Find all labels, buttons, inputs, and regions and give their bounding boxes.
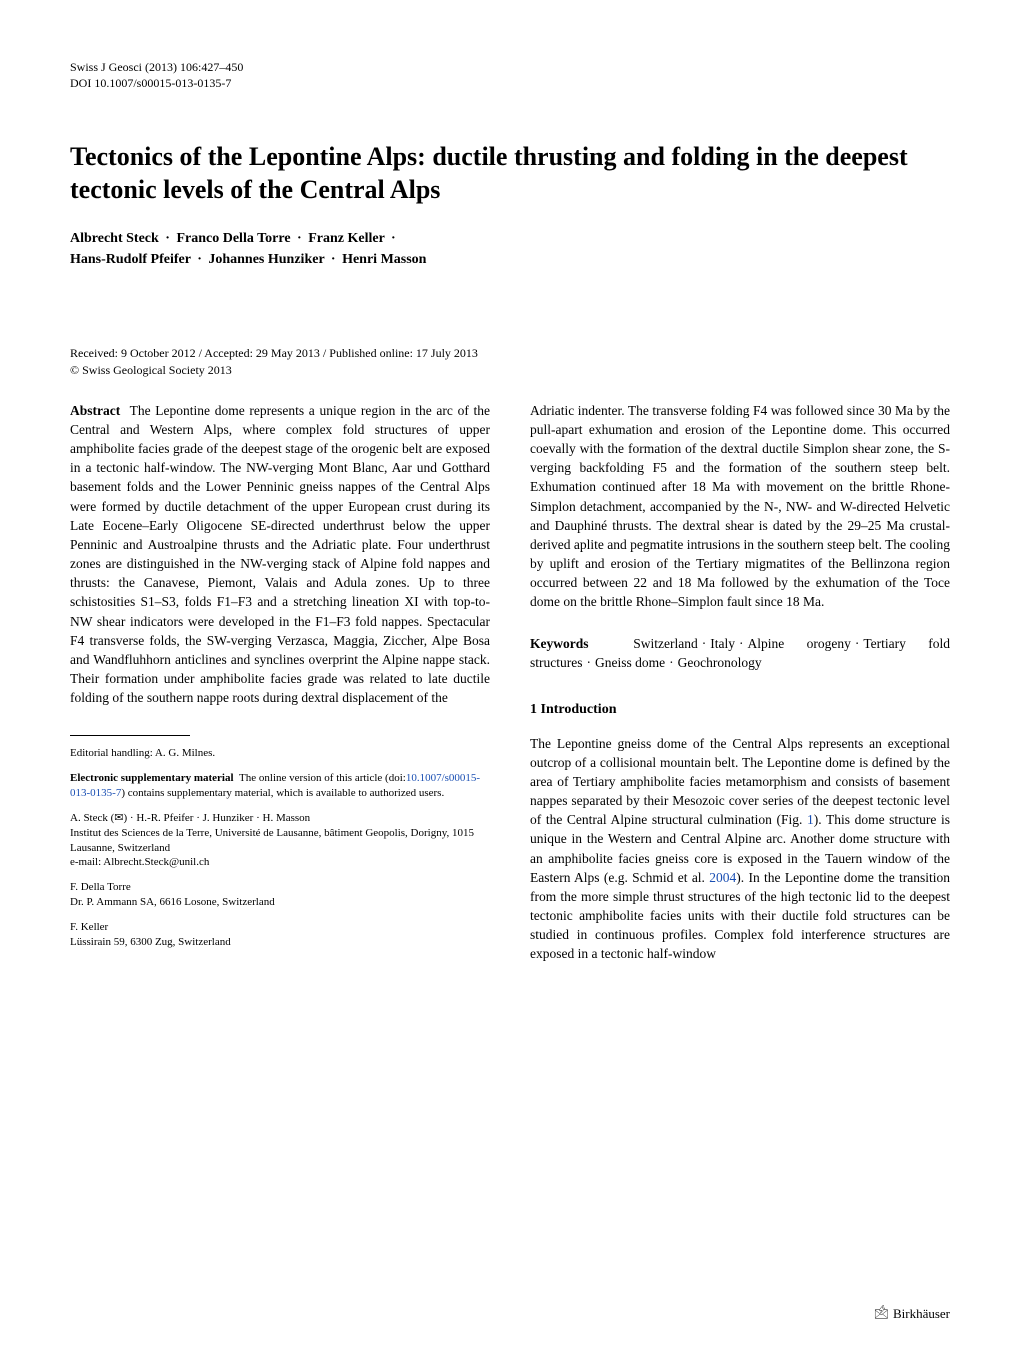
keywords-block: Keywords Switzerland·Italy·Alpine orogen… xyxy=(530,634,950,672)
author-separator: · xyxy=(391,231,396,246)
author-list: Albrecht Steck · Franco Della Torre · Fr… xyxy=(70,228,950,270)
supp-label: Electronic supplementary material xyxy=(70,772,234,784)
author-separator: · xyxy=(331,252,336,267)
keyword-separator: · xyxy=(739,636,744,651)
affiliation-1: A. Steck (✉) · H.-R. Pfeifer · J. Hunzik… xyxy=(70,811,490,870)
section-1-heading: 1 Introduction xyxy=(530,700,950,720)
keyword: Italy xyxy=(710,636,735,651)
author-name: Henri Masson xyxy=(342,252,426,267)
aff3-institution: Lüssirain 59, 6300 Zug, Switzerland xyxy=(70,935,490,950)
author-name: Franco Della Torre xyxy=(176,231,290,246)
keyword: Geochronology xyxy=(678,655,762,670)
journal-citation: Swiss J Geosci (2013) 106:427–450 xyxy=(70,60,950,76)
two-column-body: Abstract The Lepontine dome represents a… xyxy=(70,401,950,964)
author-name: Hans-Rudolf Pfeifer xyxy=(70,252,191,267)
supplementary-material: Electronic supplementary material The on… xyxy=(70,771,490,801)
publisher-icon: 🖄 xyxy=(874,1306,889,1321)
publisher-name: Birkhäuser xyxy=(893,1306,950,1321)
author-separator: · xyxy=(297,231,302,246)
abstract-paragraph: Abstract The Lepontine dome represents a… xyxy=(70,401,490,708)
keyword-separator: · xyxy=(669,655,674,670)
aff1-email: e-mail: Albrecht.Steck@unil.ch xyxy=(70,855,490,870)
introduction-paragraph: The Lepontine gneiss dome of the Central… xyxy=(530,734,950,964)
footnote-block: Editorial handling: A. G. Milnes. Electr… xyxy=(70,746,490,949)
left-column: Abstract The Lepontine dome represents a… xyxy=(70,401,490,964)
aff3-names: F. Keller xyxy=(70,920,490,935)
received-accepted-published: Received: 9 October 2012 / Accepted: 29 … xyxy=(70,345,950,362)
doi-line: DOI 10.1007/s00015-013-0135-7 xyxy=(70,76,950,92)
footnote-rule xyxy=(70,735,190,736)
figure-reference[interactable]: 1 xyxy=(807,812,814,827)
author-name: Johannes Hunziker xyxy=(208,252,324,267)
supp-text-a: The online version of this article (doi: xyxy=(239,772,406,784)
author-name: Franz Keller xyxy=(308,231,384,246)
keyword-separator: · xyxy=(702,636,707,651)
aff1-institution: Institut des Sciences de la Terre, Unive… xyxy=(70,826,490,856)
abstract-text-left: The Lepontine dome represents a unique r… xyxy=(70,403,490,705)
editorial-handling: Editorial handling: A. G. Milnes. xyxy=(70,746,490,761)
keyword-separator: · xyxy=(855,636,860,651)
author-name: Albrecht Steck xyxy=(70,231,159,246)
aff2-names: F. Della Torre xyxy=(70,880,490,895)
keyword: Gneiss dome xyxy=(595,655,665,670)
abstract-continuation: Adriatic indenter. The transverse foldin… xyxy=(530,401,950,612)
publisher-footer: 🖄 Birkhäuser xyxy=(874,1305,950,1327)
affiliation-2: F. Della Torre Dr. P. Ammann SA, 6616 Lo… xyxy=(70,880,490,910)
citation-year[interactable]: 2004 xyxy=(709,870,736,885)
author-separator: · xyxy=(165,231,170,246)
author-separator: · xyxy=(197,252,202,267)
abstract-label: Abstract xyxy=(70,403,120,418)
copyright-line: © Swiss Geological Society 2013 xyxy=(70,362,950,379)
aff1-names: A. Steck (✉) · H.-R. Pfeifer · J. Hunzik… xyxy=(70,811,490,826)
publication-dates: Received: 9 October 2012 / Accepted: 29 … xyxy=(70,345,950,379)
article-title: Tectonics of the Lepontine Alps: ductile… xyxy=(70,141,950,206)
keyword-separator: · xyxy=(586,655,591,670)
supp-text-b: ) contains supplementary material, which… xyxy=(121,787,444,799)
keyword: Alpine orogeny xyxy=(747,636,850,651)
keyword: Switzerland xyxy=(633,636,697,651)
keywords-label: Keywords xyxy=(530,636,589,651)
aff2-institution: Dr. P. Ammann SA, 6616 Losone, Switzerla… xyxy=(70,895,490,910)
right-column: Adriatic indenter. The transverse foldin… xyxy=(530,401,950,964)
header-metadata: Swiss J Geosci (2013) 106:427–450 DOI 10… xyxy=(70,60,950,91)
affiliation-3: F. Keller Lüssirain 59, 6300 Zug, Switze… xyxy=(70,920,490,950)
